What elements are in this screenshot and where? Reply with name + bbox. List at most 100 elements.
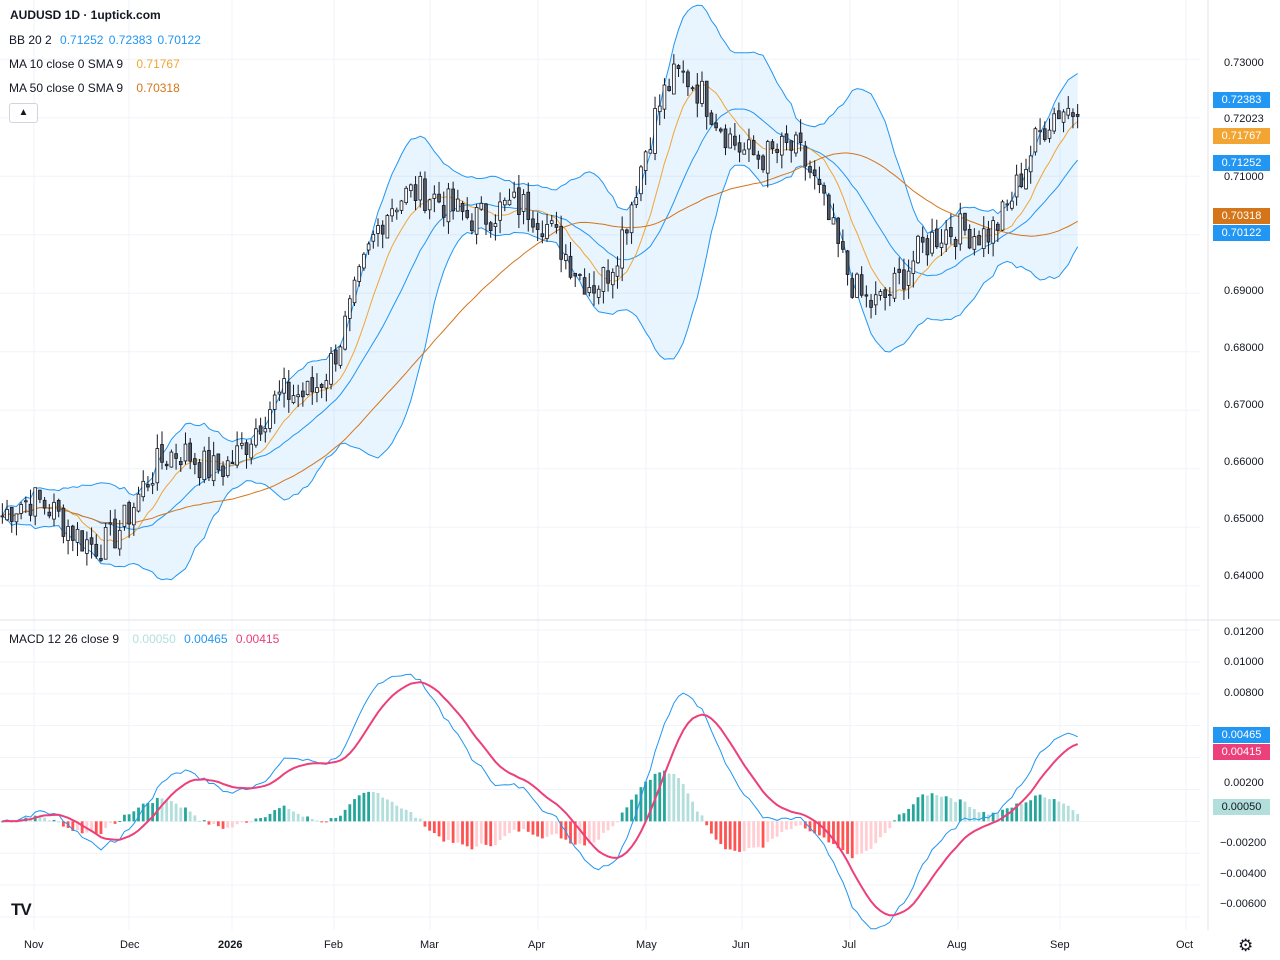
candle-body [756,154,761,160]
macd-hist-bar [334,818,338,822]
candle-body [892,272,897,299]
candle-body [1071,112,1075,117]
macd-hist-bar [320,821,324,823]
legend-macd[interactable]: MACD 12 26 close 9 0.00050 0.00465 0.004… [9,632,279,646]
candle-body [770,141,775,150]
legend-bb[interactable]: BB 20 2 0.71252 0.72383 0.70122 [9,33,201,47]
candle-body [1033,128,1038,153]
macd-hist-bar [573,821,577,845]
candle-body [991,220,995,244]
macd-hist-bar [428,821,432,831]
legend-ma10[interactable]: MA 10 close 0 SMA 9 0.71767 [9,57,180,71]
macd-hist-bar [498,821,502,840]
candle-body [484,203,488,225]
tradingview-logo[interactable]: TV [11,900,32,919]
macd-hist-bar [61,821,65,827]
macd-hist-bar [512,821,516,830]
macd-hist-bar [1024,802,1028,822]
macd-hist-bar [517,821,521,832]
candle-body [864,294,869,297]
candle-body [141,480,146,498]
candle-body [164,463,169,467]
macd-hist-bar [794,821,798,826]
candle-body [460,203,465,212]
legend-macd-signal: 0.00415 [235,632,280,646]
legend-ma50[interactable]: MA 50 close 0 SMA 9 0.70318 [9,81,180,95]
macd-hist-bar [376,792,380,822]
candle-body [207,449,211,478]
candle-body [0,515,5,518]
chart-title: AUDUSD 1D · 1uptick.com [10,8,161,22]
macd-tick: −0.00600 [1220,898,1267,910]
macd-hist-bar [817,821,821,836]
macd-hist-bar [71,821,75,831]
candle-body [657,105,662,113]
bb-lower-pill: 0.70122 [1213,225,1270,241]
time-tick: Dec [120,939,140,951]
macd-hist-bar [663,770,666,822]
chevron-up-icon[interactable]: ▲ [9,103,38,123]
legend-ma50-value: 0.70318 [136,81,180,95]
macd-hist-bar [879,821,882,838]
macd-tick: 0.01200 [1224,626,1264,638]
macd-hist-bar [315,820,319,822]
candle-body [380,224,385,235]
candle-body [845,250,850,275]
candle-body [451,188,455,212]
price-tick: 0.65000 [1224,513,1264,525]
macd-hist-bar [324,821,328,823]
macd-hist-bar [625,807,629,822]
bb-basis-pill: 0.71252 [1213,155,1270,171]
price-tick: 0.69000 [1224,285,1264,297]
candle-body [99,558,103,561]
candle-body [902,269,906,290]
gear-icon[interactable]: ⚙ [1238,936,1254,955]
candle-body [535,223,540,230]
candle-body [183,443,188,462]
macd-hist-bar [846,821,849,854]
macd-hist-bar [113,821,117,824]
macd-hist-bar [47,820,51,822]
candle-body [888,294,892,296]
candle-body [648,149,653,154]
macd-tick: −0.00400 [1220,868,1267,880]
price-tick: 0.73000 [1224,57,1264,69]
candle-body [949,227,953,237]
macd-hist-bar [972,809,976,822]
macd-hist-bar [1015,803,1019,822]
candle-body [1014,174,1019,198]
candle-body [338,346,343,366]
macd-hist-bar [639,787,643,822]
macd-hist-bar [813,821,817,834]
macd-tick: −0.00200 [1220,837,1267,849]
macd-hist-bar [601,821,605,833]
candle-body [404,187,408,204]
macd-hist-bar [400,808,403,822]
macd-hist-bar [123,814,126,822]
macd-hist-bar [1033,795,1037,822]
macd-hist-bar [592,821,596,843]
macd-hist-bar [977,812,981,822]
candle-body [751,140,756,156]
price-tick: 0.68000 [1224,342,1264,354]
candle-body [667,86,671,92]
candle-body [437,193,441,203]
legend-macd-hist: 0.00050 [132,632,176,646]
candle-body [559,225,563,260]
macd-hist-bar [226,821,230,828]
candle-body [780,135,784,156]
macd-hist-bar [756,821,760,848]
candle-body [996,223,1000,231]
macd-hist-bar [240,821,244,823]
candle-body [582,277,587,295]
candle-body [348,298,352,319]
candle-body [394,209,399,213]
macd-hist-bar [470,821,474,850]
macd-hist-bar [550,821,554,835]
candle-body [249,443,254,459]
macd-hist-bar [146,803,150,822]
candle-body [333,349,338,365]
macd-hist-bar [90,821,93,833]
macd-hist-bar [555,821,558,834]
